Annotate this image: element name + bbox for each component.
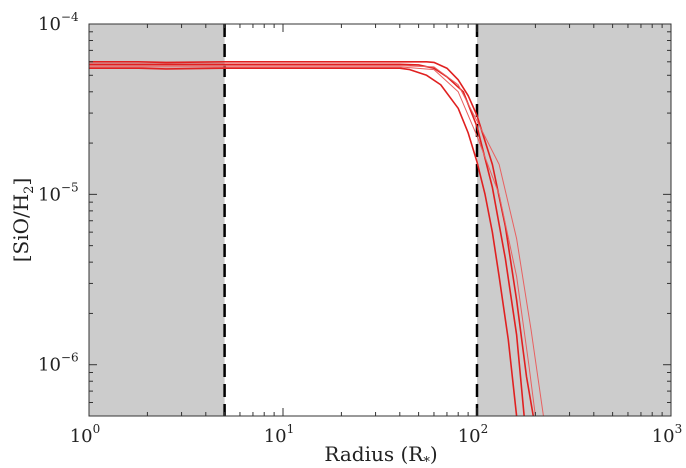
shaded-region-1 bbox=[477, 24, 671, 416]
series-line-4 bbox=[89, 66, 536, 416]
y-tick-label: 10−6 bbox=[38, 351, 79, 376]
series-line-3 bbox=[89, 65, 544, 416]
x-tick-label: 100 bbox=[70, 422, 101, 447]
y-axis-label: [SiO/H2] bbox=[9, 178, 37, 263]
axis-ticks bbox=[88, 23, 672, 416]
series-line-0 bbox=[89, 60, 535, 416]
y-tick-label: 10−5 bbox=[38, 180, 79, 205]
shaded-regions bbox=[89, 24, 671, 416]
x-tick-label: 101 bbox=[264, 422, 295, 447]
plot-frame bbox=[88, 23, 672, 417]
x-tick-label: 102 bbox=[458, 422, 489, 447]
x-axis-label: Radius (R*) bbox=[324, 442, 437, 468]
series-line-1 bbox=[89, 67, 518, 416]
y-tick-label: 10−4 bbox=[38, 10, 79, 35]
data-series bbox=[89, 60, 544, 416]
vertical-reference-lines bbox=[223, 24, 479, 416]
shaded-region-0 bbox=[89, 24, 225, 416]
x-tick-label: 103 bbox=[652, 422, 683, 447]
